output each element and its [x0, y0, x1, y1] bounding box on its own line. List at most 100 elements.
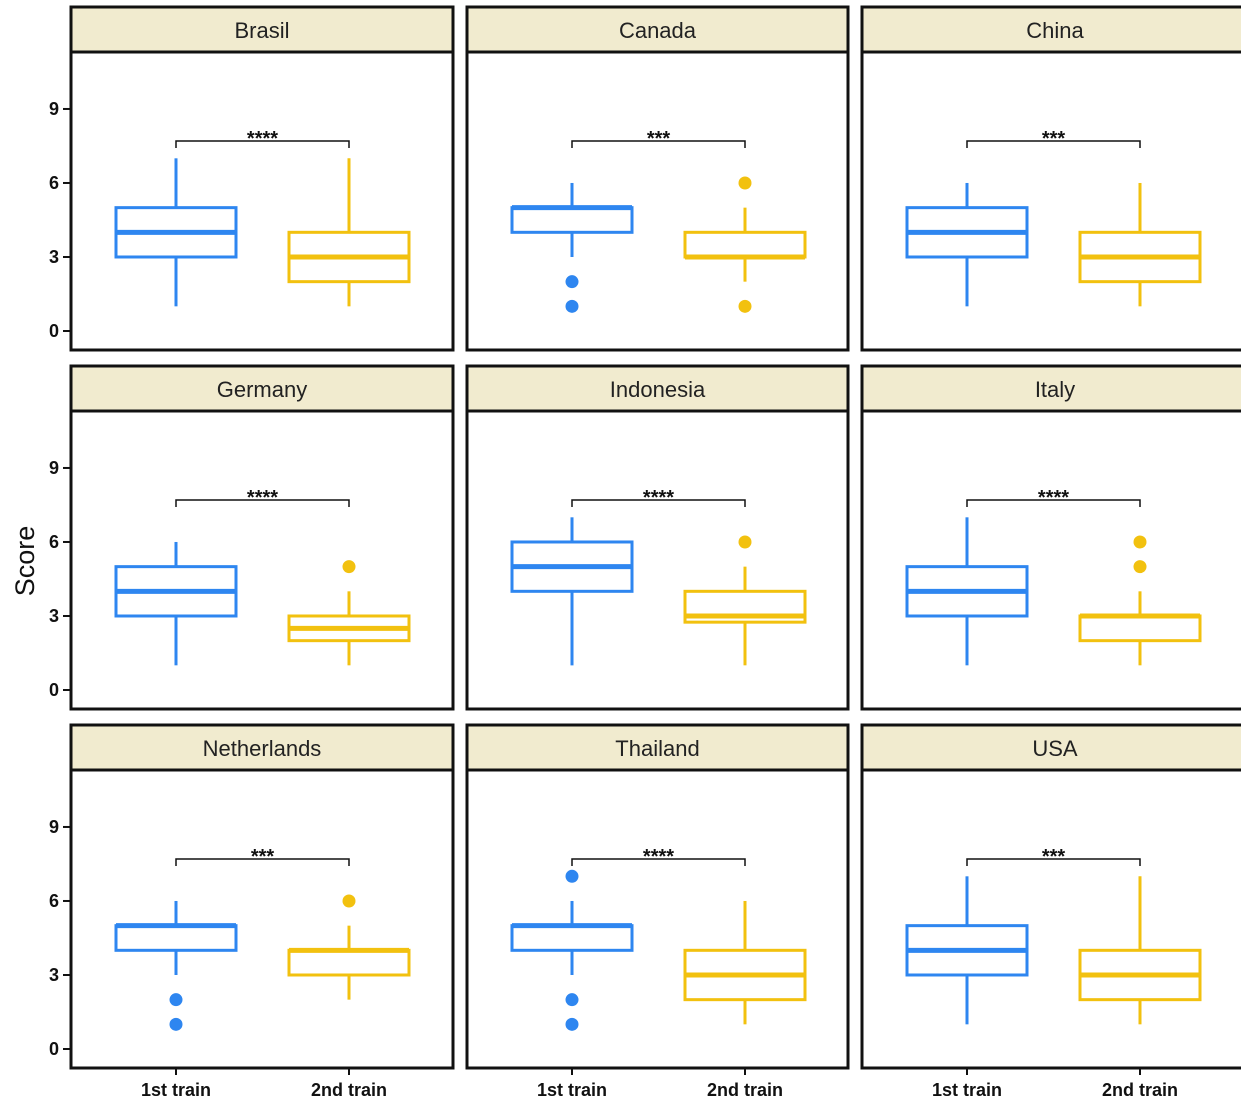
plot-area	[465, 50, 850, 352]
significance-label: ***	[1042, 128, 1066, 150]
y-tick-label: 0	[49, 680, 59, 700]
facet-panel-netherlands: Netherlands 0 3 6 9 *** 1st train 2nd train	[49, 723, 455, 1100]
facet-panel-china: China ***	[860, 5, 1241, 352]
outlier-point	[169, 993, 183, 1007]
significance-bracket	[571, 499, 746, 507]
significance-bracket	[175, 858, 350, 866]
x-tick-label: 1st train	[141, 1080, 211, 1100]
plot-area	[465, 768, 850, 1070]
x-tick-label: 1st train	[537, 1080, 607, 1100]
facet-strip-usa	[860, 723, 1241, 772]
boxplot-second-train	[1078, 876, 1202, 1025]
boxplot-first-train	[114, 900, 238, 1031]
significance-bracket	[571, 858, 746, 866]
x-tick-label: 1st train	[932, 1080, 1002, 1100]
boxplot-first-train	[905, 876, 1029, 1025]
outlier-point	[342, 894, 356, 908]
facet-strip-label: USA	[1032, 736, 1078, 761]
facet-strip-label: Brasil	[234, 18, 289, 43]
boxplot-second-train	[683, 535, 807, 666]
facet-strip-netherlands	[69, 723, 455, 772]
facet-strip-label: Germany	[217, 377, 307, 402]
facet-panel-italy: Italy ****	[860, 364, 1241, 711]
box-iqr	[287, 948, 411, 977]
significance-label: ****	[643, 487, 674, 509]
outlier-point	[1133, 535, 1147, 549]
facet-panel-thailand: Thailand **** 1st train 2nd train	[465, 723, 850, 1100]
outlier-point	[565, 1017, 579, 1031]
boxplot-first-train	[905, 182, 1029, 307]
facet-panel-usa: USA *** 1st train 2nd train	[860, 723, 1241, 1100]
boxplot-second-train	[683, 176, 807, 313]
y-tick-label: 6	[49, 532, 59, 552]
boxplot-second-train	[683, 900, 807, 1025]
y-tick-label: 9	[49, 817, 59, 837]
facet-panel-germany: Germany 0 3 6 9 ****	[49, 364, 455, 711]
significance-label: ****	[247, 128, 278, 150]
significance-bracket	[175, 499, 350, 507]
significance-label: ****	[1038, 487, 1069, 509]
significance-label: ****	[643, 846, 674, 868]
plot-area	[860, 50, 1241, 352]
box-iqr	[510, 924, 634, 952]
significance-label: ***	[251, 846, 275, 868]
plot-area	[860, 409, 1241, 711]
outlier-point	[565, 275, 579, 289]
x-tick-label: 2nd train	[1102, 1080, 1178, 1100]
box-iqr	[683, 230, 807, 259]
boxplot-second-train	[1078, 535, 1202, 666]
outlier-point	[738, 299, 752, 313]
facet-strip-canada	[465, 5, 850, 54]
facet-strip-china	[860, 5, 1241, 54]
facet-panel-indonesia: Indonesia ****	[465, 364, 850, 711]
outlier-point	[738, 535, 752, 549]
boxplot-first-train	[114, 541, 238, 666]
y-tick-label: 0	[49, 321, 59, 341]
y-tick-label: 6	[49, 173, 59, 193]
outlier-point	[169, 1017, 183, 1031]
y-tick-label: 9	[49, 99, 59, 119]
y-tick-label: 6	[49, 891, 59, 911]
x-tick-label: 2nd train	[707, 1080, 783, 1100]
boxplot-first-train	[510, 869, 634, 1031]
plot-area	[860, 768, 1241, 1070]
outlier-point	[1133, 560, 1147, 574]
box-iqr	[1078, 614, 1202, 643]
significance-bracket	[966, 499, 1141, 507]
facet-strip-label: Netherlands	[203, 736, 322, 761]
boxplot-first-train	[510, 517, 634, 666]
facet-strip-label: Thailand	[615, 736, 699, 761]
y-tick-label: 3	[49, 247, 59, 267]
boxplot-first-train	[905, 517, 1029, 666]
outlier-point	[565, 993, 579, 1007]
outlier-point	[738, 176, 752, 190]
significance-label: ***	[647, 128, 671, 150]
boxplot-second-train	[287, 560, 411, 666]
facet-strip-label: China	[1026, 18, 1084, 43]
plot-area	[69, 768, 455, 1070]
boxplot-second-train	[287, 894, 411, 1000]
outlier-point	[342, 560, 356, 574]
boxplot-first-train	[114, 158, 238, 307]
outlier-point	[565, 299, 579, 313]
significance-bracket	[175, 140, 350, 148]
y-tick-label: 9	[49, 458, 59, 478]
facet-strip-indonesia	[465, 364, 850, 413]
y-tick-label: 0	[49, 1039, 59, 1059]
significance-label: ***	[1042, 846, 1066, 868]
boxplot-first-train	[510, 182, 634, 313]
facet-panel-brasil: Brasil 0 3 6 9 ****	[49, 5, 455, 352]
y-tick-label: 3	[49, 606, 59, 626]
x-tick-label: 2nd train	[311, 1080, 387, 1100]
significance-bracket	[571, 140, 746, 148]
y-axis-title: Score	[10, 526, 40, 597]
plot-area	[69, 409, 455, 711]
significance-bracket	[966, 140, 1141, 148]
box-iqr	[510, 206, 634, 234]
box-iqr	[114, 924, 238, 952]
significance-label: ****	[247, 487, 278, 509]
facet-strip-label: Indonesia	[610, 377, 706, 402]
facet-strip-brasil	[69, 5, 455, 54]
